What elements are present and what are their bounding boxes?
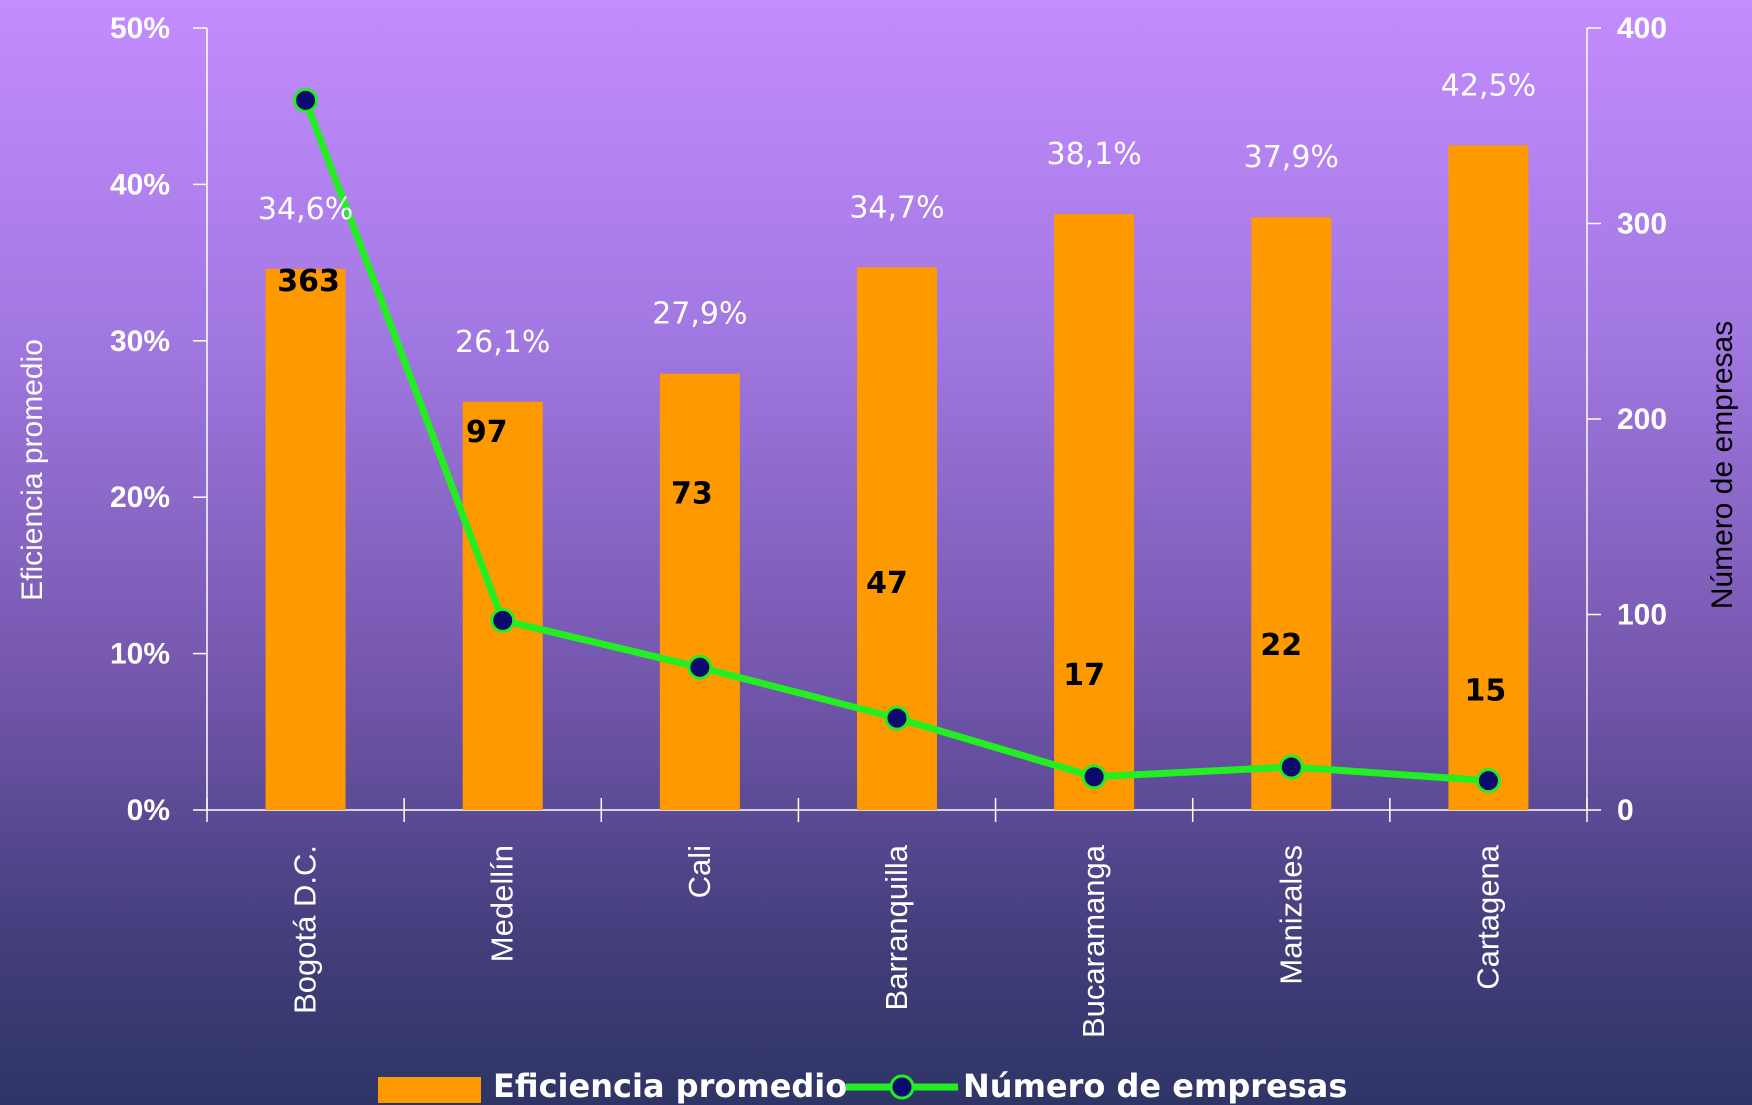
right-tick-label: 400: [1617, 12, 1667, 45]
bar: [659, 373, 740, 810]
x-category-label: Cali: [682, 845, 717, 898]
legend-line-label: Número de empresas: [963, 1067, 1347, 1105]
line-value-label: 47: [866, 566, 908, 601]
bars: [265, 145, 1529, 811]
left-tick-label: 40%: [110, 168, 170, 201]
x-category-label: Manizales: [1273, 845, 1308, 985]
bar-value-label: 38,1%: [1046, 137, 1141, 172]
right-tick-label: 100: [1617, 599, 1667, 632]
line-point: [1475, 768, 1501, 794]
line-point: [687, 654, 713, 680]
bar: [265, 268, 346, 811]
bar-value-label: 26,1%: [455, 325, 550, 360]
line-value-label: 73: [671, 477, 713, 512]
left-tick-label: 20%: [110, 481, 170, 514]
bar: [1251, 217, 1332, 810]
left-tick-label: 50%: [110, 12, 170, 45]
right-axis-title: Número de empresas: [1706, 321, 1739, 609]
legend-bar-swatch: [378, 1077, 481, 1103]
line-point: [1278, 754, 1304, 780]
line-point: [293, 87, 319, 113]
left-tick-label: 0%: [127, 794, 170, 827]
x-category-label: Cartagena: [1470, 844, 1505, 990]
line-point: [1081, 764, 1107, 790]
axes: 0% 10% 20% 30% 40% 50% 0 100 200 300 400 Bogotá D.C…: [16, 12, 1739, 1038]
left-axis-title: Eficiencia promedio: [16, 339, 49, 601]
bar-value-label: 27,9%: [652, 297, 747, 332]
line-point: [884, 705, 910, 731]
bar-value-label: 34,7%: [849, 190, 944, 225]
data-labels: 34,6% 26,1% 27,9% 34,7% 38,1% 37,9% 42,5% 363 97…: [258, 68, 1536, 708]
line-series: [293, 87, 1501, 794]
bar: [1448, 145, 1529, 811]
bar: [462, 401, 543, 810]
x-category-label: Medellín: [485, 845, 520, 962]
x-category-label: Barranquilla: [879, 844, 914, 1010]
line-point: [490, 607, 516, 633]
line-value-label: 363: [277, 264, 340, 299]
left-tick-label: 10%: [110, 638, 170, 671]
right-tick-label: 200: [1617, 403, 1667, 436]
right-tick-label: 300: [1617, 208, 1667, 241]
legend-line-marker: [889, 1074, 915, 1100]
bar-value-label: 37,9%: [1244, 140, 1339, 175]
line-value-label: 97: [466, 415, 508, 450]
left-tick-label: 30%: [110, 325, 170, 358]
bar: [1054, 214, 1135, 811]
right-tick-label: 0: [1617, 794, 1634, 827]
x-category-label: Bucaramanga: [1076, 844, 1111, 1038]
legend-bar-label: Eficiencia promedio: [493, 1067, 847, 1105]
line-value-label: 15: [1465, 674, 1507, 709]
bar-value-label: 42,5%: [1441, 68, 1536, 103]
line-value-label: 22: [1260, 628, 1302, 663]
legend: Eficiencia promedio Número de empresas: [378, 1067, 1347, 1105]
bar-value-label: 34,6%: [258, 192, 353, 227]
line-value-label: 17: [1063, 658, 1105, 693]
x-category-label: Bogotá D.C.: [288, 845, 323, 1014]
